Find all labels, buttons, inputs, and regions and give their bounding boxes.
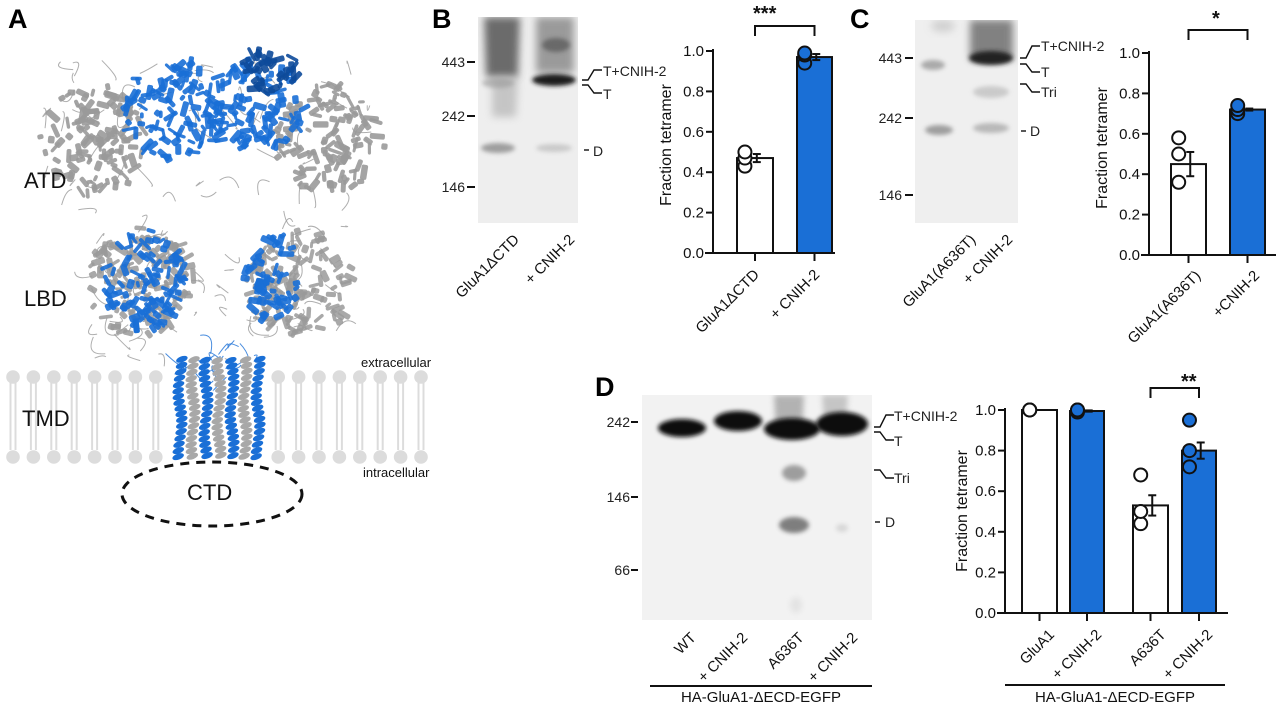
svg-text:0.2: 0.2 (975, 564, 996, 581)
panel-letter-a: A (8, 4, 28, 34)
band-label-t: T (894, 433, 903, 449)
band-brackets-c (1020, 45, 1040, 132)
band-label-t-cnih2: T+CNIH-2 (1041, 38, 1105, 54)
label-ctd: CTD (187, 480, 233, 505)
label-lbd: LBD (24, 286, 67, 311)
lipid-bilayer (6, 370, 428, 464)
lane-label: WT (670, 629, 700, 658)
group-underline-gel (650, 685, 872, 687)
band-label-d: D (885, 514, 896, 530)
svg-text:1.0: 1.0 (975, 402, 996, 419)
svg-text:1.0: 1.0 (683, 43, 704, 60)
band-brackets-b (582, 69, 602, 151)
svg-text:0.0: 0.0 (683, 245, 704, 262)
panel-letter-d: D (595, 372, 615, 402)
western-blot-c (915, 20, 1018, 223)
y-axis-title: Fraction tetramer (1094, 87, 1111, 209)
svg-text:0.2: 0.2 (683, 205, 704, 222)
mw-marker-66: 66 (614, 562, 630, 578)
western-blot-d (642, 395, 872, 620)
bar-chart-d: 0.0 0.2 0.4 0.6 0.8 1.0 (975, 387, 1228, 622)
significance-marker: * (1212, 8, 1220, 30)
bar-chart-c: 0.0 0.2 0.4 0.6 0.8 1.0 (1119, 29, 1276, 264)
band-brackets-d (874, 414, 894, 523)
mw-marker-242: 242 (606, 414, 630, 430)
band-label-t: T (1041, 64, 1050, 80)
svg-text:0.6: 0.6 (1119, 126, 1140, 143)
svg-text:0.4: 0.4 (1119, 166, 1140, 183)
ampa-receptor-structure (37, 46, 388, 461)
ctd-ellipse (120, 460, 304, 528)
y-axis-title: Fraction tetramer (954, 450, 971, 572)
lane-label: + CNIH-2 (804, 629, 862, 686)
band-label-tri: Tri (1041, 84, 1057, 100)
lane-label: A636T (764, 629, 808, 673)
svg-text:0.0: 0.0 (975, 605, 996, 622)
group-underline-chart (1005, 684, 1225, 686)
mw-ticks-d (631, 421, 638, 571)
svg-text:0.2: 0.2 (1119, 207, 1140, 224)
label-atd: ATD (24, 168, 67, 193)
band-label-t: T (603, 86, 612, 102)
svg-text:0.8: 0.8 (975, 443, 996, 460)
svg-text:0.6: 0.6 (683, 124, 704, 141)
svg-text:0.8: 0.8 (1119, 85, 1140, 102)
band-label-t-cnih2: T+CNIH-2 (894, 408, 958, 424)
svg-text:0.0: 0.0 (1119, 247, 1140, 264)
label-tmd: TMD (22, 406, 70, 431)
mw-ticks-c (905, 57, 913, 196)
group-label-gel: HA-GluA1-ΔECD-EGFP (680, 689, 842, 706)
mw-marker-146: 146 (606, 489, 630, 505)
svg-text:0.6: 0.6 (975, 483, 996, 500)
band-label-d: D (1030, 123, 1041, 139)
y-axis-title: Fraction tetramer (658, 84, 675, 206)
label-extracellular: extracellular (361, 355, 432, 370)
lane-label: + CNIH-2 (521, 231, 579, 288)
mw-marker-242: 242 (878, 110, 902, 126)
lane-label: + CNIH-2 (694, 629, 752, 686)
svg-text:0.4: 0.4 (683, 164, 704, 181)
significance-marker: ** (1181, 371, 1197, 393)
band-label-d: D (593, 143, 604, 159)
lane-label: GluA1ΔCTD (452, 231, 524, 302)
bar-chart-b: 0.0 0.2 0.4 0.6 0.8 1.0 (683, 25, 835, 262)
mw-marker-242: 242 (441, 108, 465, 124)
western-blot-b (478, 17, 578, 223)
svg-text:0.8: 0.8 (683, 83, 704, 100)
band-label-t-cnih2: T+CNIH-2 (603, 63, 667, 79)
svg-text:1.0: 1.0 (1119, 45, 1140, 62)
mw-marker-443: 443 (441, 54, 465, 70)
significance-marker: *** (753, 3, 777, 25)
panel-letter-c: C (850, 4, 870, 34)
mw-ticks-b (467, 61, 475, 188)
band-label-tri: Tri (894, 470, 910, 486)
svg-text:0.4: 0.4 (975, 524, 996, 541)
mw-marker-146: 146 (441, 179, 465, 195)
mw-marker-146: 146 (878, 187, 902, 203)
group-label-chart: HA-GluA1-ΔECD-EGFP (1034, 689, 1196, 706)
mw-marker-443: 443 (878, 50, 902, 66)
panel-letter-b: B (432, 4, 452, 34)
label-intracellular: intracellular (363, 465, 430, 480)
